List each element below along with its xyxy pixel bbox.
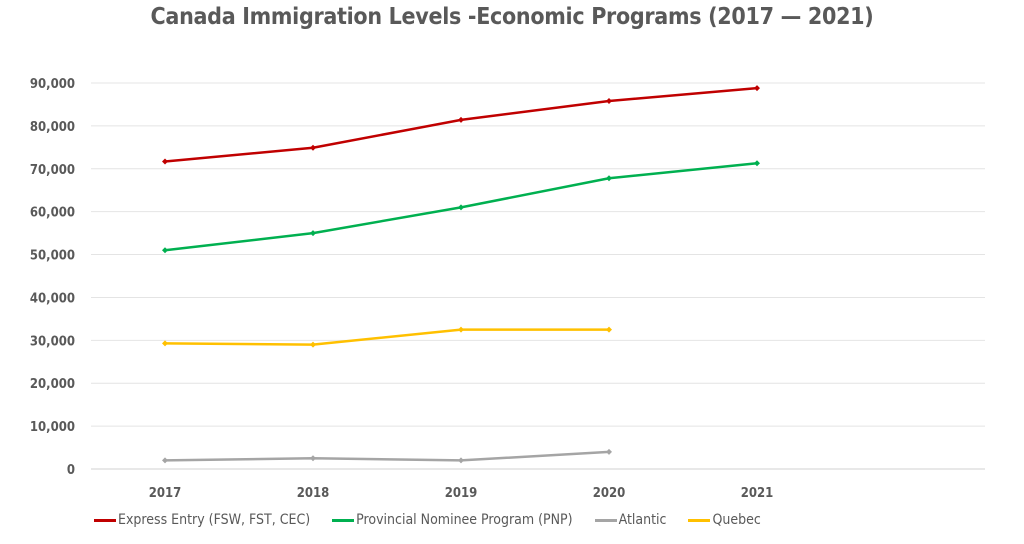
y-tick-label: 40,000 bbox=[30, 291, 75, 306]
data-point bbox=[458, 204, 464, 211]
data-point bbox=[162, 247, 168, 254]
legend-item: Express Entry (FSW, FST, CEC) bbox=[94, 512, 310, 528]
series-line bbox=[164, 86, 758, 163]
data-point bbox=[754, 85, 760, 92]
data-point bbox=[310, 144, 316, 151]
legend-swatch bbox=[332, 518, 355, 522]
data-point bbox=[458, 116, 464, 123]
data-point bbox=[162, 158, 168, 165]
chart-title: Canada Immigration Levels -Economic Prog… bbox=[150, 4, 874, 30]
data-point bbox=[606, 448, 612, 455]
data-point bbox=[458, 326, 464, 333]
data-point bbox=[162, 457, 168, 464]
series-line bbox=[164, 450, 610, 462]
legend-item: Provincial Nominee Program (PNP) bbox=[332, 512, 573, 528]
x-tick-label: 2021 bbox=[741, 486, 774, 501]
data-point bbox=[310, 230, 316, 237]
data-point bbox=[458, 457, 464, 464]
data-point bbox=[162, 340, 168, 347]
legend-label: Atlantic bbox=[618, 512, 667, 528]
y-tick-label: 20,000 bbox=[30, 377, 75, 392]
legend-label: Express Entry (FSW, FST, CEC) bbox=[118, 512, 311, 528]
legend-swatch bbox=[688, 518, 711, 522]
x-tick-label: 2020 bbox=[593, 486, 626, 501]
series-line bbox=[164, 328, 609, 346]
legend-item: Atlantic bbox=[594, 512, 667, 528]
data-point bbox=[310, 341, 316, 348]
legend-item: Quebec bbox=[688, 512, 761, 528]
x-tick-label: 2019 bbox=[445, 486, 478, 501]
data-point bbox=[606, 98, 612, 105]
y-tick-label: 60,000 bbox=[30, 206, 75, 221]
legend-swatch bbox=[94, 518, 116, 522]
legend-label: Provincial Nominee Program (PNP) bbox=[356, 512, 573, 528]
y-tick-label: 70,000 bbox=[30, 163, 75, 178]
data-point bbox=[754, 160, 760, 167]
data-point bbox=[310, 455, 316, 462]
legend-label: Quebec bbox=[712, 512, 761, 528]
legend-swatch bbox=[594, 518, 617, 522]
legend: Express Entry (FSW, FST, CEC) Provincial … bbox=[94, 512, 761, 528]
y-tick-label: 0 bbox=[67, 463, 75, 478]
x-tick-label: 2017 bbox=[149, 486, 182, 501]
y-tick-label: 30,000 bbox=[30, 334, 75, 349]
x-tick-label: 2018 bbox=[297, 486, 330, 501]
data-point bbox=[606, 175, 612, 182]
y-tick-label: 80,000 bbox=[30, 120, 75, 135]
y-tick-label: 90,000 bbox=[30, 77, 75, 92]
y-tick-label: 10,000 bbox=[30, 420, 75, 435]
data-point bbox=[606, 326, 612, 333]
y-tick-label: 50,000 bbox=[30, 249, 75, 264]
